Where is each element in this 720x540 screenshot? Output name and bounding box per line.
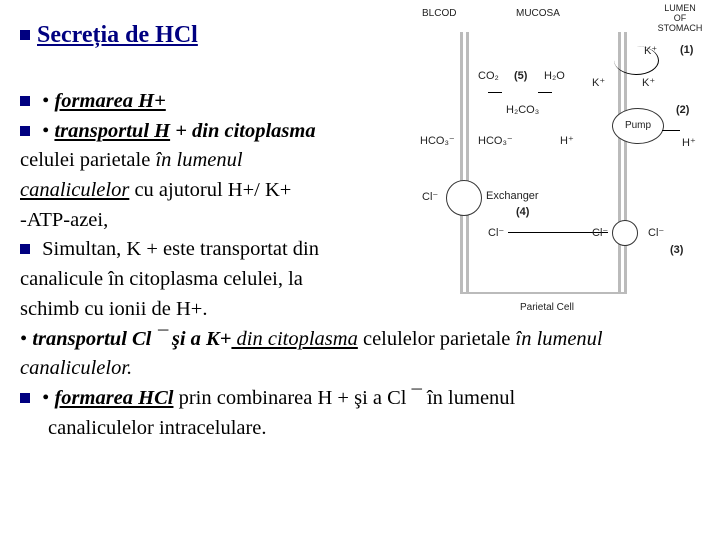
label-cl-out: Cl⁻ bbox=[648, 226, 664, 239]
bullet-icon bbox=[20, 244, 30, 254]
cl-channel-ellipse bbox=[612, 220, 638, 246]
line-3: celulei parietale în lumenul bbox=[20, 146, 418, 176]
label-co2: CO₂ bbox=[478, 70, 499, 82]
label-pump: Pump bbox=[625, 120, 651, 131]
label-2: (2) bbox=[676, 104, 689, 116]
text: canalicule în citoplasma celulei, la bbox=[20, 268, 303, 290]
text: transportul Cl ¯ şi a K+ bbox=[32, 328, 231, 350]
label-parietal: Parietal Cell bbox=[520, 302, 574, 313]
line-6: Simultan, K + este transportat din bbox=[20, 235, 418, 265]
text: transportul H bbox=[54, 120, 170, 142]
label-hco3-blood: HCO₃⁻ bbox=[420, 134, 455, 147]
label-k-in: K⁺ bbox=[642, 76, 655, 89]
text: + din citoplasma bbox=[170, 120, 316, 142]
label-mucosa: MUCOSA bbox=[516, 8, 560, 19]
text: schimb cu ionii de H+. bbox=[20, 298, 208, 320]
slide-page: Secreția de HCl • formarea H+ • transpor… bbox=[0, 0, 720, 540]
label-hplus-cell: H⁺ bbox=[560, 134, 574, 147]
label-4: (4) bbox=[516, 206, 529, 218]
text: canaliculelor. bbox=[20, 357, 132, 379]
label-hco3-cell: HCO₃⁻ bbox=[478, 134, 513, 147]
label-k-cell: K⁺ bbox=[592, 76, 605, 89]
bullet-dot: • bbox=[42, 120, 54, 142]
title-line: Secreția de HCl bbox=[20, 18, 418, 53]
line-8: schimb cu ionii de H+. bbox=[20, 295, 418, 325]
arrow-h2o bbox=[538, 92, 552, 93]
bullet-icon bbox=[20, 96, 30, 106]
label-lumen: LUMEN OF STOMACH bbox=[654, 4, 706, 34]
text: în lumenul bbox=[516, 328, 603, 350]
line-7: canalicule în citoplasma celulei, la bbox=[20, 265, 418, 295]
label-cl-cell: Cl⁻ bbox=[488, 226, 504, 239]
pump-ellipse: Pump bbox=[612, 108, 664, 144]
label-5: (5) bbox=[514, 70, 527, 82]
bullet-dot: • bbox=[42, 387, 54, 409]
text: formarea HCl bbox=[54, 387, 173, 409]
full-width-text: • transportul Cl ¯ şi a K+ din citoplasm… bbox=[20, 325, 700, 444]
text: canaliculelor bbox=[20, 179, 129, 201]
line-5: -ATP-azei, bbox=[20, 206, 418, 236]
bullet-icon bbox=[20, 126, 30, 136]
line-12: canaliculelor intracelulare. bbox=[20, 414, 700, 444]
diagram-parietal-cell: BLCOD MUCOSA LUMEN OF STOMACH K⁺ (1) K⁺ … bbox=[416, 4, 706, 330]
cell-bottom bbox=[460, 292, 627, 294]
text: în lumenul bbox=[155, 149, 242, 171]
text: formarea H+ bbox=[54, 90, 165, 112]
arrow-co2 bbox=[488, 92, 502, 93]
text: STOMACH bbox=[658, 23, 703, 33]
text: celulelor parietale bbox=[358, 328, 516, 350]
membrane-left bbox=[460, 32, 463, 292]
label-hplus-out: H⁺ bbox=[682, 136, 696, 149]
line-10: canaliculelor. bbox=[20, 354, 700, 384]
label-h2o: H₂O bbox=[544, 70, 565, 82]
slide-title: Secreția de HCl bbox=[37, 18, 198, 53]
text: celulei parietale bbox=[20, 149, 155, 171]
text: OF bbox=[674, 13, 687, 23]
label-blood: BLCOD bbox=[422, 8, 456, 19]
membrane-left-2 bbox=[466, 32, 469, 292]
line-transport-h: • transportul H + din citoplasma bbox=[20, 117, 418, 147]
line-formarea-h: • formarea H+ bbox=[20, 87, 418, 117]
text-column: Secreția de HCl • formarea H+ • transpor… bbox=[20, 18, 418, 325]
label-1: (1) bbox=[680, 44, 693, 56]
bullet-icon bbox=[20, 393, 30, 403]
line-11: • formarea HCl prin combinarea H + şi a … bbox=[20, 384, 700, 414]
label-cl-right1: Cl⁻ bbox=[592, 226, 608, 239]
bullet-icon bbox=[20, 30, 30, 40]
bullet-dot: • bbox=[42, 90, 54, 112]
text: LUMEN bbox=[664, 3, 696, 13]
label-3: (3) bbox=[670, 244, 683, 256]
label-h2co3: H₂CO₃ bbox=[506, 104, 539, 116]
text: Simultan, K + este transportat din bbox=[42, 238, 319, 260]
text: canaliculelor intracelulare. bbox=[48, 417, 267, 439]
text: prin combinarea H + şi a Cl ¯ în lumenul bbox=[173, 387, 515, 409]
exchanger-ellipse bbox=[446, 180, 482, 216]
label-exchanger: Exchanger bbox=[486, 190, 539, 202]
arrow-h-out bbox=[662, 130, 680, 131]
line-4: canaliculelor cu ajutorul H+/ K+ bbox=[20, 176, 418, 206]
text: cu ajutorul H+/ K+ bbox=[129, 179, 291, 201]
label-cl-blood: Cl⁻ bbox=[422, 190, 438, 203]
arrow-k-loop bbox=[614, 46, 659, 75]
text: din citoplasma bbox=[231, 328, 357, 350]
text: -ATP-azei, bbox=[20, 209, 108, 231]
bullet-dot: • bbox=[20, 328, 32, 350]
